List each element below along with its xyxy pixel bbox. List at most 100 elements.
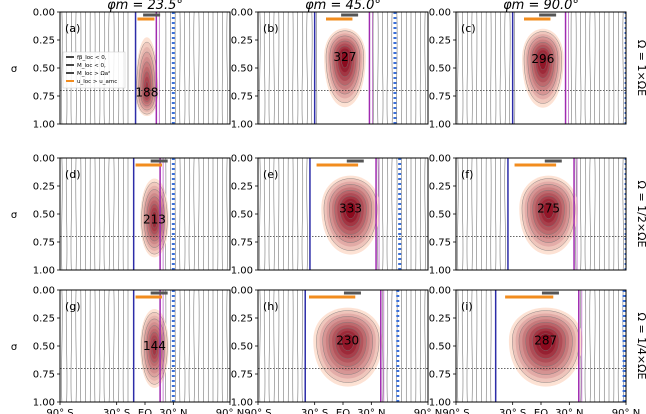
contour-line (263, 290, 266, 402)
y-tick-label: 0.75 (33, 92, 55, 103)
contour-line (457, 12, 459, 124)
x-tick-label: 90° N (414, 408, 442, 414)
contour-line (396, 12, 398, 124)
contour-line (419, 290, 422, 402)
contour-line (457, 290, 459, 402)
y-tick-label: 0.25 (33, 182, 55, 193)
contour-line (311, 12, 313, 124)
y-tick-label: 0.25 (429, 36, 451, 47)
contour-line (198, 12, 200, 124)
contour-line (391, 290, 393, 402)
column-title: φm = 90.0° (503, 0, 579, 13)
contour-line (391, 12, 393, 124)
contour-line (297, 12, 299, 124)
row-label: Ω = 1/2×ΩE (635, 181, 646, 248)
panel-plot-area (456, 158, 626, 270)
contour-line (386, 290, 389, 402)
panel-label: (i) (461, 300, 473, 313)
y-tick-label: 0.50 (231, 210, 253, 221)
contour-line (179, 12, 181, 124)
y-tick-label: 0.50 (33, 342, 55, 353)
contour-line (377, 12, 379, 124)
y-tick-label: 0.50 (231, 342, 253, 353)
contour-line (499, 158, 502, 270)
contour-line (589, 290, 591, 402)
y-tick-label: 1.00 (231, 398, 253, 409)
contour-line (509, 12, 511, 124)
column-title: φm = 45.0° (305, 0, 381, 13)
x-tick-label: EQ (534, 408, 548, 414)
contour-line (226, 158, 228, 270)
contour-line (499, 12, 502, 124)
contour-line (381, 158, 384, 270)
contour-line (396, 158, 398, 270)
legend-label: M_loc < 0, (77, 63, 106, 69)
contour-line (466, 158, 469, 270)
contour-line (198, 290, 200, 402)
contour-line (103, 290, 106, 402)
panel-label: (e) (263, 168, 278, 181)
contour-line (61, 12, 63, 124)
contour-line (297, 158, 299, 270)
x-tick-label: 90° S (244, 408, 271, 414)
contour-line (589, 12, 591, 124)
heat-level (538, 333, 553, 351)
panel: (d) 213 0.00 0.25 0.50 0.75 1.00 σ (11, 154, 231, 277)
contour-line (424, 158, 426, 270)
y-tick-label: 0.25 (231, 36, 253, 47)
row-label: Ω = 1/4×ΩE (635, 313, 646, 380)
heat-level (543, 201, 555, 219)
y-tick-label: 0.50 (33, 210, 55, 221)
contour-line (584, 12, 587, 124)
y-tick-label: 0.75 (231, 370, 253, 381)
contour-line (193, 158, 195, 270)
y-tick-label: 0.75 (33, 370, 55, 381)
y-tick-label: 0.25 (33, 314, 55, 325)
contour-line (424, 290, 426, 402)
panel-label: (a) (65, 22, 80, 35)
contour-line (61, 290, 63, 402)
x-tick-label: EQ (138, 408, 152, 414)
x-tick-label: 30° N (159, 408, 187, 414)
y-tick-label: 1.00 (429, 398, 451, 409)
contour-line (461, 158, 464, 270)
contour-line (575, 12, 577, 124)
x-tick-label: 90° N (216, 408, 244, 414)
contour-line (259, 158, 261, 270)
contour-line (617, 158, 620, 270)
contour-line (113, 158, 115, 270)
contour-line (306, 12, 308, 124)
contour-line (221, 158, 224, 270)
panel: (a) 188 0.00 0.25 0.50 0.75 1.00 σ fβ_loc < 0, M_… (11, 8, 231, 131)
contour-line (579, 12, 582, 124)
x-tick-label: 30° S (103, 408, 130, 414)
contour-line (301, 158, 304, 270)
contour-line (386, 12, 389, 124)
contour-line (617, 12, 620, 124)
contour-line (103, 158, 106, 270)
contour-line (183, 12, 186, 124)
y-tick-label: 0.25 (429, 314, 451, 325)
contour-line (457, 158, 459, 270)
y-tick-label: 0.75 (429, 238, 451, 249)
contour-line (221, 12, 224, 124)
y-tick-label: 0.50 (429, 342, 451, 353)
contour-line (61, 158, 63, 270)
panel-plot-area (456, 290, 626, 402)
contour-line (268, 158, 271, 270)
heat-level (341, 333, 355, 351)
contour-line (188, 158, 191, 270)
contour-line (117, 158, 120, 270)
contour-line (65, 158, 68, 270)
contour-line (589, 158, 591, 270)
panel-label: (d) (65, 168, 81, 181)
contour-line (70, 290, 73, 402)
contour-line (315, 12, 318, 124)
contour-line (297, 290, 299, 402)
panel-label: (f) (461, 168, 473, 181)
contour-line (579, 158, 582, 270)
contour-line (495, 158, 497, 270)
y-tick-label: 0.50 (33, 64, 55, 75)
